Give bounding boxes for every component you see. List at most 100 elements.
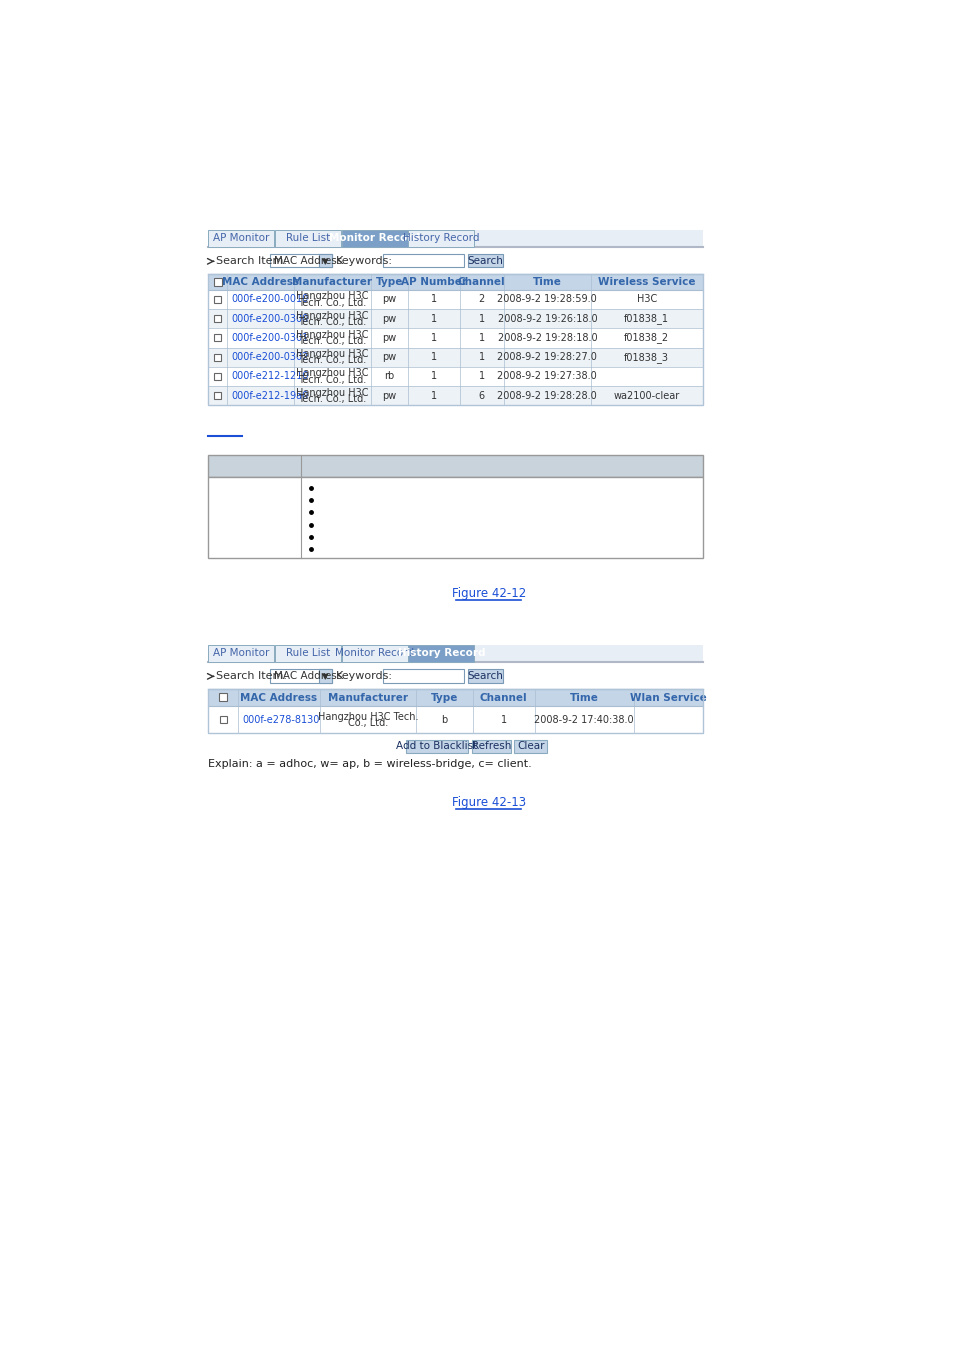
Text: b: b (441, 716, 447, 725)
Text: Hangzhou H3C: Hangzhou H3C (295, 310, 368, 320)
Text: 1: 1 (478, 371, 484, 382)
Text: Hangzhou H3C: Hangzhou H3C (295, 292, 368, 301)
Text: Hangzhou H3C: Hangzhou H3C (295, 350, 368, 359)
Text: MAC Address: MAC Address (274, 256, 342, 266)
Text: 1: 1 (430, 352, 436, 362)
Bar (214, 373, 221, 379)
Bar (214, 393, 221, 400)
Text: rb: rb (383, 371, 394, 382)
Bar (208, 309, 702, 328)
Bar (270, 670, 332, 683)
Text: 2: 2 (478, 294, 484, 305)
Text: Search Item:: Search Item: (216, 256, 287, 266)
Text: Channel: Channel (457, 277, 505, 288)
Text: Tech. Co., Ltd.: Tech. Co., Ltd. (297, 297, 366, 308)
Text: Search Item:: Search Item: (216, 671, 287, 682)
Text: Wlan Service: Wlan Service (629, 693, 706, 703)
Text: MAC Address: MAC Address (240, 693, 317, 703)
Text: 2008-9-2 19:28:18.0: 2008-9-2 19:28:18.0 (497, 333, 597, 343)
Bar (208, 477, 702, 558)
Bar (382, 254, 464, 267)
Bar (208, 230, 702, 247)
Bar (208, 645, 274, 662)
Text: Hangzhou H3C Tech.: Hangzhou H3C Tech. (317, 711, 417, 722)
Text: Rule List: Rule List (286, 648, 330, 659)
Text: Manufacturer: Manufacturer (328, 693, 408, 703)
Text: Search: Search (467, 256, 502, 266)
Text: Manufacturer: Manufacturer (292, 277, 372, 288)
Text: History Record: History Record (402, 234, 479, 243)
Bar (208, 645, 702, 662)
Text: 000f-e278-8130: 000f-e278-8130 (242, 716, 319, 725)
Text: Explain: a = adhoc, w= ap, b = wireless-bridge, c= client.: Explain: a = adhoc, w= ap, b = wireless-… (208, 759, 532, 769)
Text: Type: Type (431, 693, 457, 703)
Text: 000f-e200-0010: 000f-e200-0010 (231, 294, 308, 305)
Text: Tech. Co., Ltd.: Tech. Co., Ltd. (297, 355, 366, 366)
Bar (382, 670, 464, 683)
Text: 1: 1 (478, 352, 484, 362)
Bar (208, 290, 702, 309)
Bar (408, 645, 474, 662)
Text: pw: pw (381, 390, 395, 401)
Bar (208, 328, 702, 347)
Text: Figure 42-12: Figure 42-12 (452, 587, 525, 601)
Bar (408, 230, 474, 247)
Text: Add to Blacklist: Add to Blacklist (395, 741, 477, 752)
Bar (319, 254, 332, 267)
Text: Monitor Record: Monitor Record (329, 234, 419, 243)
Text: H3C: H3C (636, 294, 657, 305)
Text: 000f-e200-0301: 000f-e200-0301 (231, 333, 308, 343)
Text: MAC Address: MAC Address (274, 671, 342, 682)
Bar (208, 347, 702, 367)
Text: Refresh: Refresh (471, 741, 511, 752)
Text: ▼: ▼ (322, 256, 328, 266)
Bar (319, 670, 332, 683)
Bar (341, 230, 407, 247)
Text: f01838_3: f01838_3 (623, 352, 668, 363)
Text: 1: 1 (430, 313, 436, 324)
Text: pw: pw (381, 294, 395, 305)
Text: Hangzhou H3C: Hangzhou H3C (295, 369, 368, 378)
Text: Keywords:: Keywords: (335, 671, 393, 682)
Text: Time: Time (533, 277, 561, 288)
Bar (270, 254, 332, 267)
Text: 000f-e212-19a0: 000f-e212-19a0 (231, 390, 308, 401)
Bar (208, 690, 702, 706)
Text: Tech. Co., Ltd.: Tech. Co., Ltd. (297, 374, 366, 385)
Bar (472, 740, 510, 753)
Text: 000f-e200-0300: 000f-e200-0300 (231, 313, 308, 324)
Bar (274, 230, 340, 247)
Text: Hangzhou H3C: Hangzhou H3C (295, 387, 368, 398)
Bar (219, 717, 227, 724)
Text: f01838_1: f01838_1 (623, 313, 668, 324)
Text: Co., Ltd.: Co., Ltd. (347, 718, 388, 728)
Bar (208, 274, 702, 405)
Text: 000f-e200-0302: 000f-e200-0302 (231, 352, 308, 362)
Bar (406, 740, 468, 753)
Text: 1: 1 (430, 390, 436, 401)
Text: History Record: History Record (397, 648, 484, 659)
Bar (208, 367, 702, 386)
Text: 1: 1 (430, 294, 436, 305)
Text: Clear: Clear (517, 741, 544, 752)
Text: 1: 1 (478, 313, 484, 324)
Text: Hangzhou H3C: Hangzhou H3C (295, 329, 368, 340)
Text: Keywords:: Keywords: (335, 256, 393, 266)
Text: 000f-e212-1210: 000f-e212-1210 (231, 371, 308, 382)
Text: 1: 1 (478, 333, 484, 343)
Text: Monitor Record: Monitor Record (335, 648, 414, 659)
Bar (208, 455, 702, 477)
Bar (208, 274, 702, 290)
Text: AP Monitor: AP Monitor (213, 234, 269, 243)
Bar (274, 645, 340, 662)
Text: Type: Type (375, 277, 402, 288)
Bar (213, 278, 221, 286)
Bar (208, 706, 702, 733)
Text: 2008-9-2 19:26:18.0: 2008-9-2 19:26:18.0 (497, 313, 597, 324)
Bar (214, 316, 221, 323)
Bar (214, 354, 221, 360)
Bar (468, 254, 502, 267)
Text: 1: 1 (500, 716, 506, 725)
Bar (214, 296, 221, 302)
Text: 1: 1 (430, 333, 436, 343)
